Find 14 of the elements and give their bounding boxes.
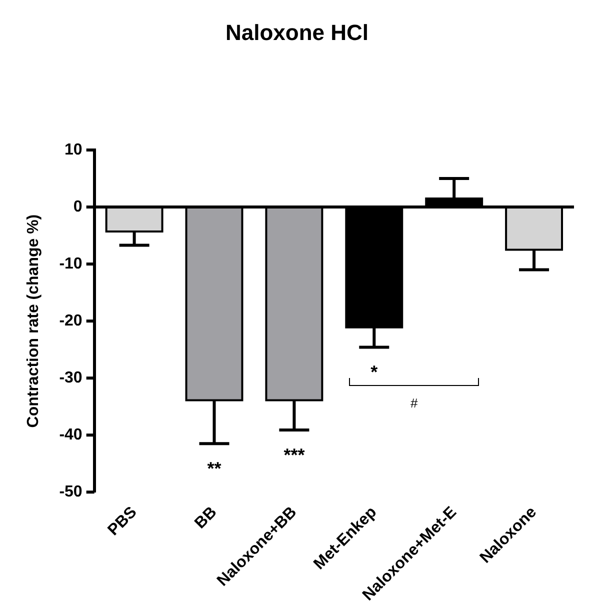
y-tick-label: -40: [59, 426, 82, 444]
y-tick-label: -30: [59, 369, 82, 386]
y-tick-label: -20: [59, 312, 82, 330]
y-tick-label: 0: [73, 198, 82, 216]
y-tick-label: -10: [59, 255, 82, 272]
y-axis-title: Contraction rate (change %): [25, 214, 42, 428]
y-tick-label: 10: [64, 141, 82, 158]
annotation: **: [207, 458, 222, 479]
y-tick-label: -50: [59, 484, 82, 500]
annotation: ***: [284, 444, 305, 465]
chart-title: Naloxone HCl: [224, 20, 370, 46]
annotation: *: [370, 362, 378, 382]
x-tick-label: BB: [192, 504, 220, 532]
annotation: #: [410, 396, 418, 411]
